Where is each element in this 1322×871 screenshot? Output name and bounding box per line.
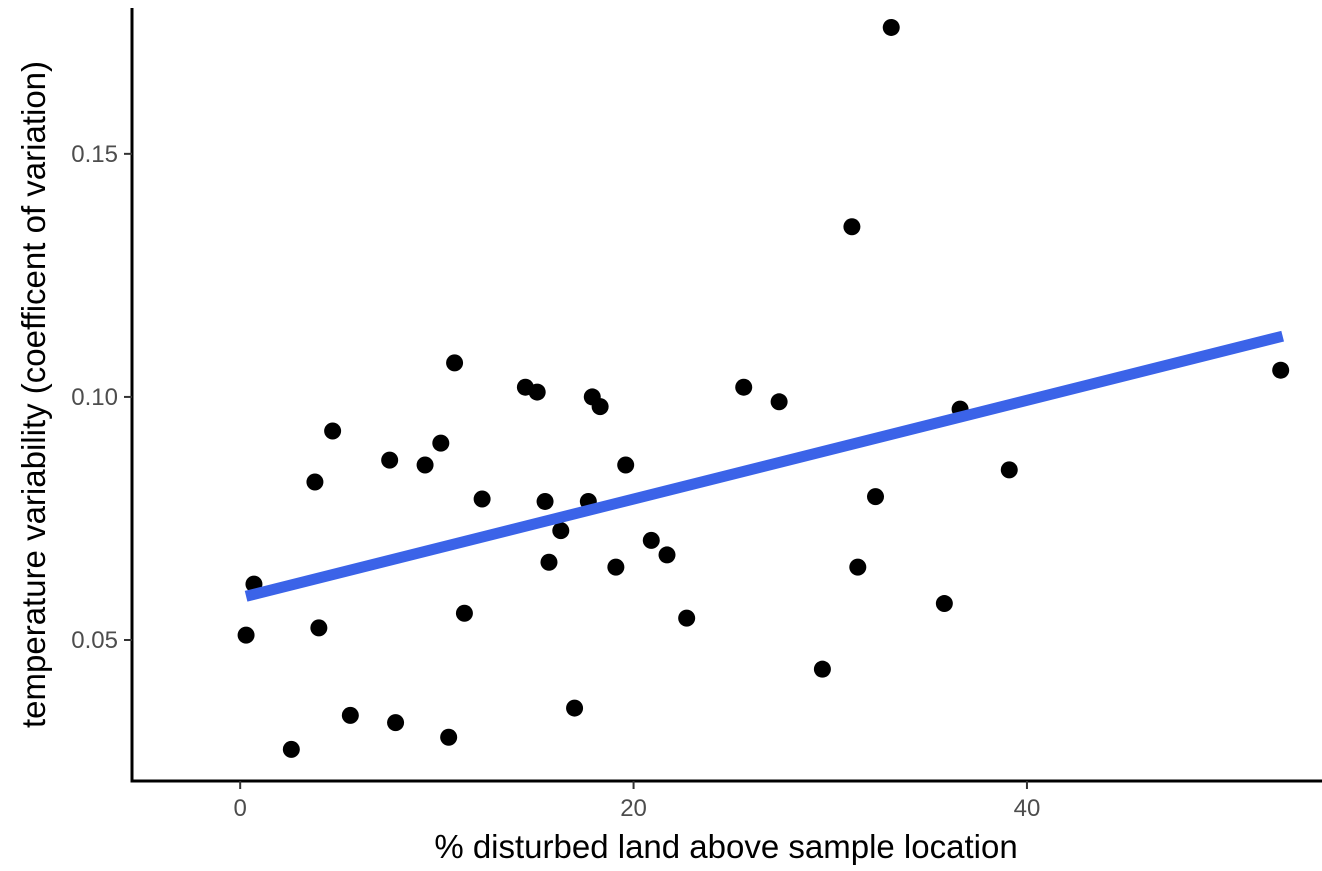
data-point bbox=[432, 434, 450, 452]
data-point bbox=[552, 522, 570, 540]
data-point bbox=[473, 490, 491, 508]
data-point bbox=[282, 740, 300, 758]
data-point bbox=[882, 18, 900, 36]
y-axis-ticks: 0.05 0.10 0.15 bbox=[71, 141, 132, 654]
data-point bbox=[455, 604, 473, 622]
y-tick-label: 0.10 bbox=[71, 384, 118, 411]
data-point bbox=[591, 398, 609, 416]
fit-line-layer bbox=[244, 330, 1284, 602]
data-point bbox=[528, 383, 546, 401]
data-point bbox=[536, 492, 554, 510]
data-point bbox=[446, 354, 464, 372]
data-point bbox=[849, 558, 867, 576]
y-axis-title: temperature variability (coefficent of v… bbox=[15, 61, 52, 728]
data-point bbox=[416, 456, 434, 474]
y-tick-label: 0.05 bbox=[71, 627, 118, 654]
data-point bbox=[735, 378, 753, 396]
data-point bbox=[1272, 361, 1290, 379]
data-point bbox=[658, 546, 676, 564]
data-point bbox=[1000, 461, 1018, 479]
x-tick-label: 20 bbox=[620, 795, 647, 822]
data-point bbox=[387, 714, 405, 732]
data-point bbox=[306, 473, 324, 491]
data-point bbox=[540, 553, 558, 571]
data-point bbox=[867, 488, 885, 506]
regression-line bbox=[244, 330, 1284, 602]
x-axis-ticks: 0 20 40 bbox=[234, 781, 1041, 822]
data-point bbox=[381, 451, 399, 469]
data-point bbox=[310, 619, 328, 637]
data-point bbox=[607, 558, 625, 576]
data-point bbox=[566, 699, 584, 717]
x-tick-label: 40 bbox=[1014, 795, 1041, 822]
data-point bbox=[770, 393, 788, 411]
x-axis-title: % disturbed land above sample location bbox=[434, 828, 1017, 865]
x-tick-label: 0 bbox=[234, 795, 247, 822]
data-points bbox=[237, 18, 1290, 758]
data-point bbox=[341, 706, 359, 724]
data-point bbox=[678, 609, 696, 627]
data-point bbox=[617, 456, 635, 474]
y-tick-label: 0.15 bbox=[71, 141, 118, 168]
data-point bbox=[935, 595, 953, 613]
data-point bbox=[813, 660, 831, 678]
data-point bbox=[324, 422, 342, 440]
data-point bbox=[843, 218, 861, 236]
data-point bbox=[642, 531, 660, 549]
data-point bbox=[237, 626, 255, 644]
data-point bbox=[440, 728, 458, 746]
